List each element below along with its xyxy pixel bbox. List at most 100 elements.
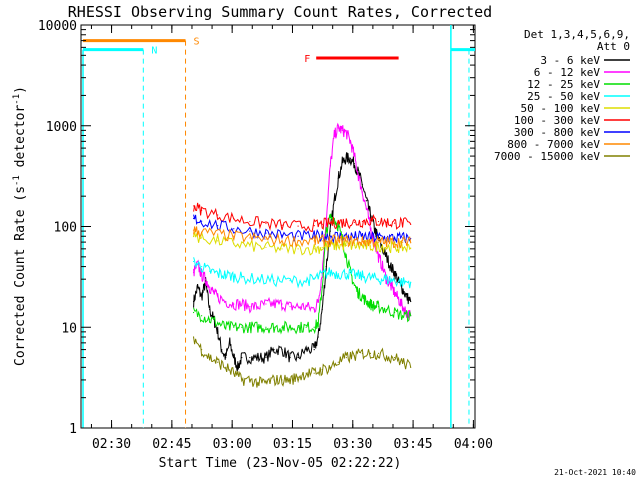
- data-point: [289, 280, 291, 282]
- data-point: [321, 274, 323, 276]
- data-point: [209, 286, 211, 288]
- data-point: [233, 217, 235, 220]
- series-7: [192, 226, 412, 249]
- data-point: [317, 336, 319, 338]
- data-point: [402, 281, 404, 283]
- data-point: [233, 275, 235, 277]
- data-point: [225, 366, 227, 368]
- data-point: [361, 245, 364, 247]
- data-point: [192, 217, 195, 220]
- data-point: [305, 349, 307, 351]
- data-point: [313, 349, 315, 351]
- data-point: [201, 265, 203, 268]
- data-point: [357, 292, 360, 294]
- legend-header-line1: Det 1,3,4,5,6,9,: [524, 28, 630, 41]
- series-line: [193, 152, 412, 372]
- data-point: [361, 184, 364, 186]
- legend-label: 300 - 800 keV: [514, 126, 600, 139]
- data-point: [393, 292, 396, 294]
- data-point: [196, 286, 199, 288]
- y-tick-label: 1: [69, 422, 77, 437]
- x-tick-label: 02:45: [152, 437, 191, 452]
- data-point: [233, 326, 235, 328]
- data-point: [393, 237, 396, 239]
- data-point: [281, 379, 283, 381]
- data-point: [337, 177, 339, 180]
- annotation-label: F: [304, 54, 310, 65]
- legend-label: 3 - 6 keV: [540, 54, 600, 67]
- data-point: [241, 303, 243, 305]
- annotation-label: S: [194, 37, 200, 48]
- data-point: [297, 235, 299, 237]
- y-tick-label: 100: [54, 221, 77, 236]
- annotation-2: [450, 48, 475, 428]
- data-point: [265, 382, 267, 384]
- data-point: [249, 379, 251, 381]
- data-point: [225, 356, 227, 359]
- data-point: [233, 228, 235, 230]
- data-point: [249, 326, 251, 328]
- data-point: [317, 322, 319, 324]
- data-point: [192, 229, 195, 231]
- data-point: [406, 296, 408, 298]
- x-tick-label: 03:00: [213, 437, 252, 452]
- data-point: [369, 219, 372, 221]
- data-point: [393, 222, 396, 224]
- y-axis-label: Corrected Count Rate (s-1 detector-1): [12, 86, 28, 366]
- data-point: [213, 292, 215, 294]
- data-point: [201, 296, 203, 298]
- data-point: [281, 224, 283, 226]
- data-point: [361, 220, 364, 223]
- data-point: [385, 237, 388, 239]
- annotation-layer: S N F: [82, 25, 475, 428]
- data-point: [329, 366, 331, 368]
- x-axis: 02:30 02:45 03:00 03:15 03:30 03:45 04:00: [90, 25, 493, 452]
- data-point: [217, 322, 219, 324]
- y-axis: 1 10 100 1000 10000: [38, 19, 475, 437]
- legend-label: 6 - 12 keV: [534, 66, 601, 79]
- data-point: [217, 296, 219, 298]
- y-axis-label-part2: detector: [13, 105, 28, 176]
- data-point: [241, 326, 243, 328]
- series-line: [193, 213, 412, 335]
- data-point: [241, 277, 243, 279]
- data-point: [329, 271, 331, 274]
- data-point: [377, 352, 380, 355]
- data-point: [217, 233, 219, 235]
- data-point: [377, 256, 380, 258]
- data-point: [393, 271, 396, 274]
- series-layer: [192, 122, 412, 388]
- data-point: [410, 300, 412, 303]
- data-point: [201, 220, 203, 222]
- data-point: [265, 356, 267, 359]
- data-point: [217, 225, 219, 227]
- x-tick-label: 03:30: [333, 437, 372, 452]
- data-point: [402, 246, 404, 249]
- data-point: [377, 245, 380, 247]
- data-point: [361, 352, 364, 355]
- annotation-3: F: [304, 54, 399, 65]
- y-axis-label-part3: ): [13, 86, 28, 94]
- data-point: [365, 208, 368, 210]
- data-point: [201, 349, 203, 351]
- data-point: [321, 240, 323, 242]
- data-point: [313, 372, 315, 374]
- data-point: [410, 247, 412, 249]
- data-point: [385, 355, 388, 357]
- data-point: [345, 157, 347, 159]
- data-point: [337, 225, 339, 228]
- data-point: [201, 237, 203, 239]
- data-point: [365, 300, 368, 303]
- data-point: [329, 222, 331, 224]
- data-point: [265, 222, 267, 225]
- data-point: [297, 248, 299, 250]
- data-point: [369, 240, 372, 243]
- data-point: [385, 278, 388, 280]
- x-tick-label: 02:30: [92, 437, 131, 452]
- data-point: [329, 245, 331, 247]
- legend-label: 12 - 25 keV: [527, 78, 600, 91]
- data-point: [265, 246, 267, 249]
- series-line: [193, 337, 412, 388]
